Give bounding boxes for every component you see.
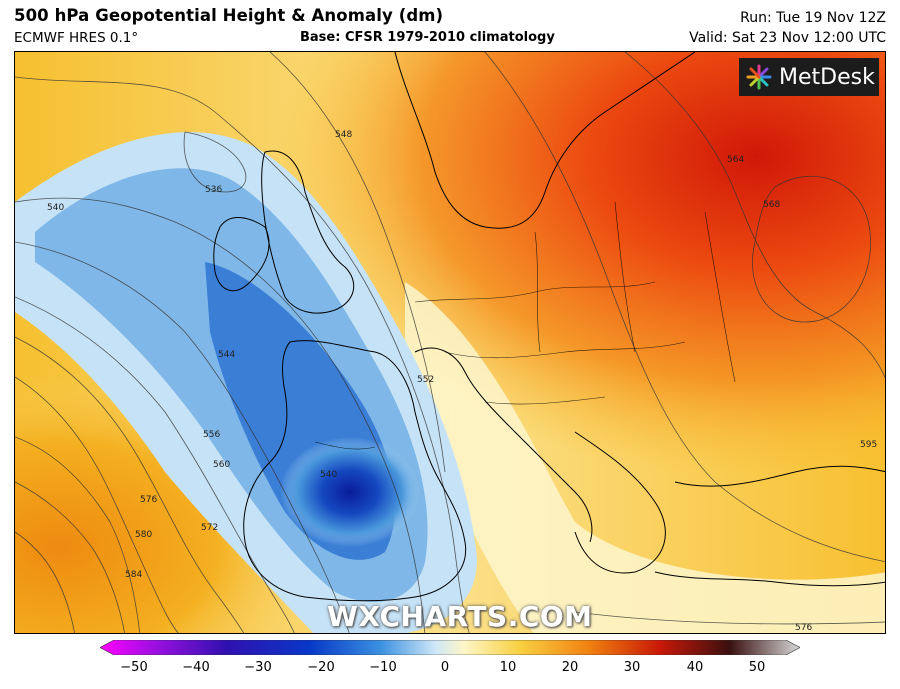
contour-label: 560 [213, 460, 230, 470]
contour-label: 552 [417, 375, 434, 385]
contour-label: 576 [795, 623, 812, 633]
country-borders [314, 201, 736, 450]
colorbar-tick: 30 [623, 660, 641, 675]
contour-label: 572 [201, 523, 218, 533]
colorbar-tick: −10 [369, 660, 397, 675]
metdesk-logo-icon [746, 64, 772, 90]
height-contours [15, 52, 885, 633]
neutral-zone [405, 282, 885, 633]
colorbar-tick: 10 [499, 660, 517, 675]
colorbar-tick: −50 [120, 660, 148, 675]
climatology-label: Base: CFSR 1979-2010 climatology [300, 30, 555, 45]
contour-labels: 536 540 544 548 552 556 560 564 568 572 … [47, 130, 877, 633]
weather-map[interactable]: 536 540 544 548 552 556 560 564 568 572 … [14, 51, 886, 634]
map-title: 500 hPa Geopotential Height & Anomaly (d… [14, 6, 444, 25]
colorbar-gradient [100, 640, 800, 655]
contour-label: 584 [125, 570, 142, 580]
contour-label: 595 [860, 440, 877, 450]
model-label: ECMWF HRES 0.1° [14, 30, 139, 46]
metdesk-logo: MetDesk [739, 58, 879, 96]
contour-label: 556 [203, 430, 220, 440]
map-canvas: 536 540 544 548 552 556 560 564 568 572 … [15, 52, 885, 633]
contour-label: 536 [205, 185, 222, 195]
contour-label: 544 [218, 350, 235, 360]
contour-label: 540 [320, 470, 337, 480]
wxcharts-watermark: WXCHARTS.COM [327, 600, 593, 633]
colorbar-tick: 50 [748, 660, 766, 675]
anomaly-colorbar [100, 640, 800, 655]
contour-label: 548 [335, 130, 352, 140]
colorbar-tick: −20 [307, 660, 335, 675]
run-time: Run: Tue 19 Nov 12Z [740, 10, 886, 26]
valid-time: Valid: Sat 23 Nov 12:00 UTC [689, 30, 886, 46]
contour-label: 580 [135, 530, 152, 540]
contour-label: 568 [763, 200, 780, 210]
metdesk-logo-text: MetDesk [779, 64, 875, 90]
contour-label: 576 [140, 495, 157, 505]
colorbar-tick: −30 [244, 660, 272, 675]
coastlines [213, 52, 885, 602]
negative-anomaly-core [280, 437, 420, 547]
colorbar-tick: −40 [182, 660, 210, 675]
contour-label: 564 [727, 155, 744, 165]
colorbar-tick: 40 [686, 660, 704, 675]
colorbar-tick: 0 [440, 660, 450, 675]
contour-label: 540 [47, 203, 64, 213]
colorbar-tick: 20 [561, 660, 579, 675]
